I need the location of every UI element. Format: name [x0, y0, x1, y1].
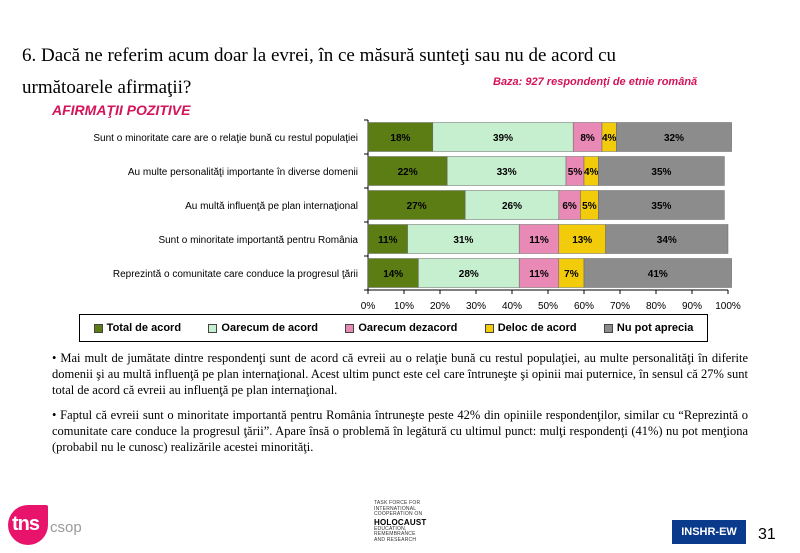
data-label: 11% — [529, 269, 549, 280]
question-title: 6. Dacă ne referim acum doar la evrei, î… — [22, 45, 617, 98]
data-label: 33% — [497, 167, 517, 178]
category-label: Reprezintă o comunitate care conduce la … — [113, 269, 358, 280]
taskforce-line: TASK FORCE FOR — [374, 500, 421, 506]
legend-item: Deloc de acord — [484, 322, 577, 334]
bar-segment — [616, 122, 732, 152]
data-label: 11% — [378, 235, 398, 246]
x-tick-label: 30% — [466, 301, 486, 312]
taskforce-line: AND RESEARCH — [374, 536, 417, 543]
taskforce-line: HOLOCAUST — [374, 517, 427, 527]
bar-segment — [518, 258, 560, 288]
legend-label: Deloc de acord — [497, 322, 577, 334]
category-label: Sunt o minoritate care are o relaţie bun… — [93, 133, 358, 144]
legend-label: Oarecum de acord — [221, 322, 318, 334]
taskforce-line: INTERNATIONAL — [374, 505, 417, 512]
taskforce-line: EDUCATION, — [374, 525, 407, 532]
data-label: 39% — [493, 133, 513, 144]
bar-segment — [446, 156, 567, 186]
data-label: 13% — [572, 235, 592, 246]
bullet-1: • Mai mult de jumătate dintre respondenţ… — [52, 351, 748, 397]
data-label: 8% — [580, 133, 595, 144]
bullet-2: • Faptul că evreii sunt o minoritate imp… — [52, 408, 748, 454]
bar-segment — [407, 224, 520, 254]
data-label: 7% — [564, 269, 579, 280]
data-label: 6% — [562, 201, 577, 212]
data-label: 27% — [407, 201, 427, 212]
bar-segment — [367, 156, 448, 186]
x-tick-label: 80% — [646, 301, 666, 312]
data-label: 4% — [602, 133, 617, 144]
tns-csop-logo: tns csop — [8, 505, 98, 545]
legend-swatch — [603, 323, 613, 333]
legend-label: Nu pot aprecia — [616, 322, 694, 334]
tns-mark — [8, 505, 48, 545]
legend-label: Total de acord — [106, 322, 182, 334]
legend-item: Total de acord — [93, 322, 182, 334]
x-tick-label: 90% — [682, 301, 702, 312]
category-label: Au multe personalităţi importante în div… — [128, 167, 358, 178]
category-label: Sunt o minoritate importantă pentru Româ… — [158, 235, 358, 246]
task-force-logo: TASK FORCE FOR INTERNATIONAL COOPERATION… — [374, 500, 432, 543]
data-label: 41% — [648, 269, 668, 280]
bar-segment — [572, 122, 603, 152]
bar-segment — [558, 258, 585, 288]
legend-swatch — [484, 323, 494, 333]
x-tick-label: 70% — [610, 301, 630, 312]
bar-segment — [558, 224, 606, 254]
x-tick-label: 50% — [538, 301, 558, 312]
data-label: 35% — [651, 167, 671, 178]
x-tick-label: 20% — [430, 301, 450, 312]
page-number: 31 — [758, 526, 776, 543]
bar-segment — [518, 224, 560, 254]
legend-item: Oarecum de acord — [208, 322, 318, 334]
x-tick-label: 40% — [502, 301, 522, 312]
x-tick-label: 10% — [394, 301, 414, 312]
x-tick-label: 100% — [715, 301, 741, 312]
bar-segment — [583, 258, 732, 288]
data-label: 5% — [582, 201, 597, 212]
legend-item: Nu pot aprecia — [603, 322, 694, 334]
commentary: • Mai mult de jumătate dintre respondenţ… — [52, 350, 748, 464]
bar-segment — [464, 190, 560, 220]
base-note: Baza: 927 respondenţi de etnie română — [493, 76, 698, 88]
bar-segment — [605, 224, 729, 254]
data-label: 32% — [664, 133, 684, 144]
legend-label: Oarecum dezacord — [358, 322, 458, 334]
data-label: 11% — [529, 235, 549, 246]
bar-segment — [367, 190, 466, 220]
legend-swatch — [93, 323, 103, 333]
data-label: 35% — [651, 201, 671, 212]
bar-segment — [418, 258, 520, 288]
x-tick-label: 60% — [574, 301, 594, 312]
bar-segment — [598, 190, 725, 220]
data-label: 28% — [459, 269, 479, 280]
data-label: 34% — [657, 235, 677, 246]
bar-segment — [367, 258, 419, 288]
bar-segment — [598, 156, 725, 186]
tns-logo-text: tns — [12, 513, 40, 535]
data-label: 14% — [383, 269, 403, 280]
bar-segment — [367, 224, 408, 254]
legend-item: Oarecum dezacord — [345, 322, 457, 334]
data-label: 4% — [584, 167, 599, 178]
data-label: 18% — [390, 133, 410, 144]
csop-logo-text: csop — [50, 519, 82, 536]
inshr-badge: INSHR-EW — [672, 520, 746, 544]
data-label: 31% — [453, 235, 473, 246]
data-label: 22% — [398, 167, 418, 178]
stacked-bar-chart: 0% 10% 20% 30% 40% 50% 60% 70% 80% 90% 100% Sunt o … — [93, 119, 741, 312]
taskforce-line: COOPERATION ON — [374, 511, 423, 517]
legend-swatch — [345, 323, 355, 333]
taskforce-line: REMEMBRANCE — [374, 531, 416, 537]
x-tick-label: 0% — [361, 301, 376, 312]
data-label: 26% — [502, 201, 522, 212]
bar-segment — [367, 122, 434, 152]
chart-legend: Total de acord Oarecum de acord Oarecum de… — [79, 314, 708, 342]
legend-swatch — [208, 323, 218, 333]
category-label: Au multă influenţă pe plan internaţional — [185, 201, 358, 212]
section-title: AFIRMAŢII POZITIVE — [52, 102, 191, 118]
data-label: 5% — [568, 167, 583, 178]
bar-segment — [432, 122, 574, 152]
